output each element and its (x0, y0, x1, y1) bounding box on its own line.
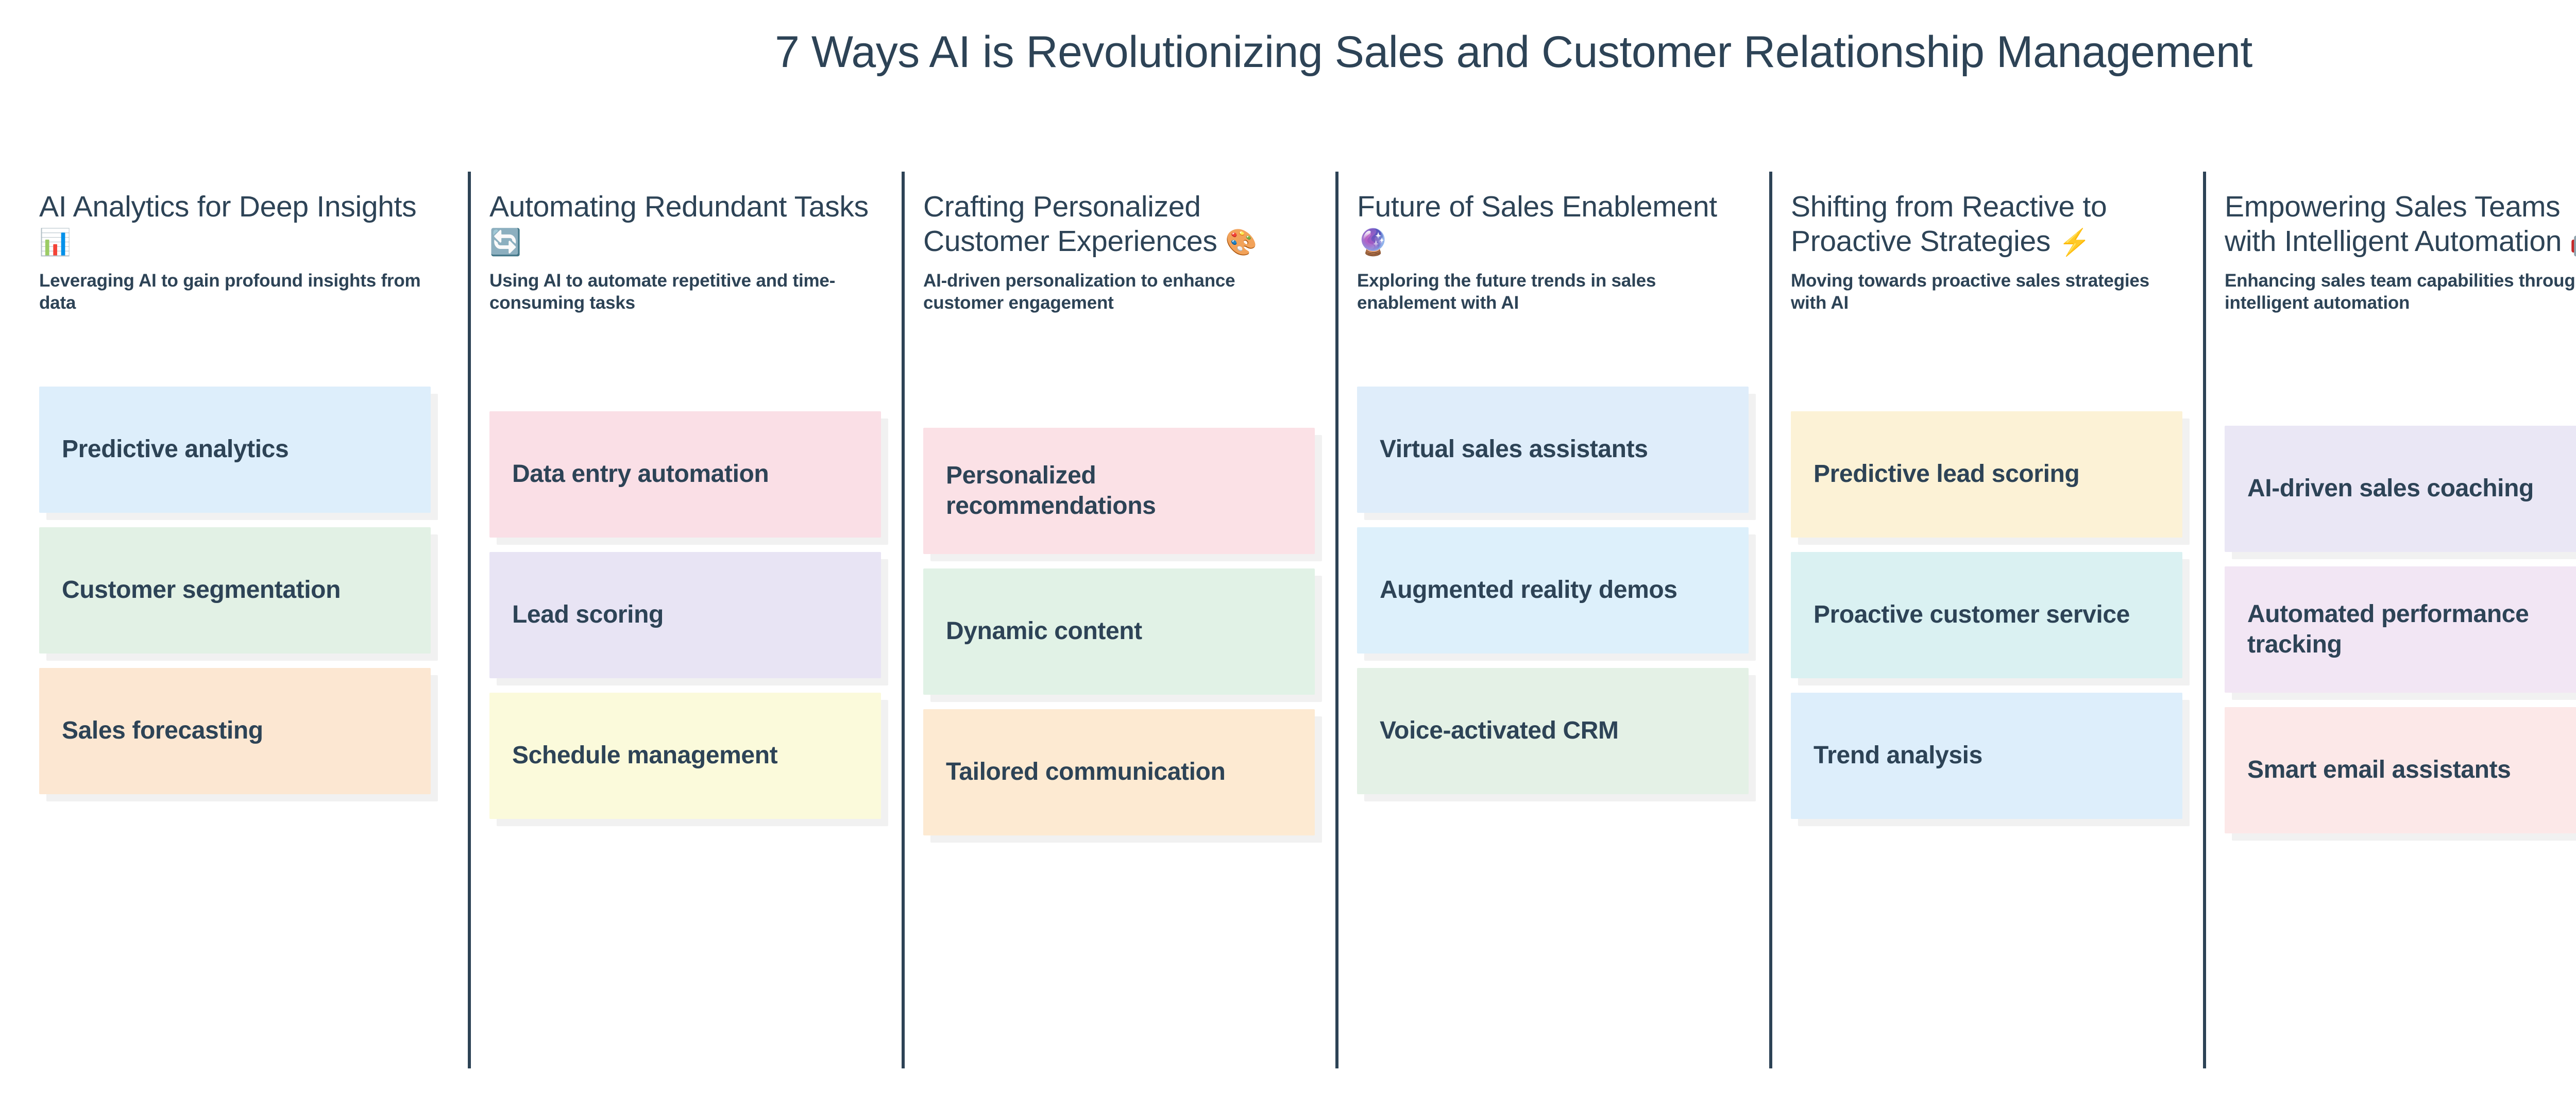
card-item[interactable]: Lead scoring (489, 552, 881, 678)
bar-chart-icon: 📊 (39, 228, 71, 257)
column-title-text: Automating Redundant Tasks (489, 190, 869, 223)
card-label: Augmented reality demos (1380, 576, 1677, 604)
column-header: AI Analytics for Deep Insights 📊 Leverag… (39, 172, 447, 375)
column-header: Crafting Personalized Customer Experienc… (923, 172, 1315, 375)
card-item[interactable]: Personalized recommendations (923, 428, 1315, 554)
column-title: Automating Redundant Tasks 🔄 (489, 172, 881, 259)
refresh-cycle-icon: 🔄 (489, 228, 521, 257)
card-item[interactable]: Augmented reality demos (1357, 527, 1749, 654)
card-label: Tailored communication (946, 758, 1226, 786)
column-empowering-sales-teams: Empowering Sales Teams with Intelligent … (2203, 172, 2576, 1068)
card-list: Predictive analytics Customer segmentati… (39, 387, 447, 809)
column-title: Empowering Sales Teams with Intelligent … (2225, 172, 2576, 259)
card-label: Virtual sales assistants (1380, 436, 1648, 463)
card-item[interactable]: Customer segmentation (39, 527, 431, 654)
column-header: Empowering Sales Teams with Intelligent … (2225, 172, 2576, 375)
card-label: Smart email assistants (2247, 756, 2511, 784)
card-label: Trend analysis (1814, 742, 1982, 769)
card-list: Virtual sales assistants Augmented reali… (1357, 387, 1749, 809)
column-title: Shifting from Reactive to Proactive Stra… (1791, 172, 2182, 259)
card-list: Data entry automation Lead scoring Sched… (489, 411, 881, 833)
card-item[interactable]: Smart email assistants (2225, 707, 2576, 833)
card-list: Predictive lead scoring Proactive custom… (1791, 411, 2182, 833)
card-item[interactable]: Dynamic content (923, 568, 1315, 695)
card-item[interactable]: Proactive customer service (1791, 552, 2182, 678)
card-item[interactable]: Automated performance tracking (2225, 566, 2576, 693)
card-label: AI-driven sales coaching (2247, 475, 2534, 503)
column-ai-analytics: AI Analytics for Deep Insights 📊 Leverag… (39, 172, 468, 1068)
column-subtitle: Leveraging AI to gain profound insights … (39, 270, 421, 313)
card-item[interactable]: Virtual sales assistants (1357, 387, 1749, 513)
column-subtitle: Enhancing sales team capabilities throug… (2225, 270, 2576, 313)
column-subtitle: Using AI to automate repetitive and time… (489, 270, 836, 313)
card-item[interactable]: Trend analysis (1791, 693, 2182, 819)
column-title: AI Analytics for Deep Insights 📊 (39, 172, 431, 259)
card-label: Lead scoring (512, 601, 664, 629)
column-header: Shifting from Reactive to Proactive Stra… (1791, 172, 2182, 375)
card-label: Automated performance tracking (2247, 600, 2529, 658)
card-label: Schedule management (512, 742, 778, 769)
column-title-text: Empowering Sales Teams with Intelligent … (2225, 190, 2562, 258)
column-proactive-strategies: Shifting from Reactive to Proactive Stra… (1769, 172, 2203, 1068)
card-item[interactable]: Predictive analytics (39, 387, 431, 513)
crystal-ball-icon: 🔮 (1357, 228, 1389, 257)
card-item[interactable]: Sales forecasting (39, 668, 431, 794)
column-title-text: Future of Sales Enablement (1357, 190, 1717, 223)
column-header: Automating Redundant Tasks 🔄 Using AI to… (489, 172, 881, 375)
card-label: Personalized recommendations (946, 461, 1156, 520)
card-label: Predictive lead scoring (1814, 460, 2080, 488)
column-subtitle: Exploring the future trends in sales ena… (1357, 270, 1656, 313)
card-item[interactable]: Predictive lead scoring (1791, 411, 2182, 538)
column-title-text: AI Analytics for Deep Insights (39, 190, 417, 223)
column-title: Future of Sales Enablement 🔮 (1357, 172, 1749, 259)
robot-icon: 🤖 (2570, 228, 2576, 257)
column-title-text: Shifting from Reactive to Proactive Stra… (1791, 190, 2107, 258)
card-label: Predictive analytics (62, 436, 289, 463)
card-item[interactable]: Voice-activated CRM (1357, 668, 1749, 794)
card-label: Sales forecasting (62, 717, 263, 745)
column-personalized-experiences: Crafting Personalized Customer Experienc… (902, 172, 1335, 1068)
column-subtitle: AI-driven personalization to enhance cus… (923, 270, 1235, 313)
card-item[interactable]: Data entry automation (489, 411, 881, 538)
column-header: Future of Sales Enablement 🔮 Exploring t… (1357, 172, 1749, 375)
column-title-text: Crafting Personalized Customer Experienc… (923, 190, 1217, 258)
card-item[interactable]: Schedule management (489, 693, 881, 819)
column-title: Crafting Personalized Customer Experienc… (923, 172, 1315, 259)
card-list: AI-driven sales coaching Automated perfo… (2225, 426, 2576, 848)
card-item[interactable]: Tailored communication (923, 709, 1315, 835)
card-label: Proactive customer service (1814, 601, 2130, 629)
column-automating-tasks: Automating Redundant Tasks 🔄 Using AI to… (468, 172, 902, 1068)
card-label: Dynamic content (946, 617, 1142, 645)
card-list: Personalized recommendations Dynamic con… (923, 428, 1315, 850)
column-subtitle: Moving towards proactive sales strategie… (1791, 270, 2149, 313)
column-future-sales-enablement: Future of Sales Enablement 🔮 Exploring t… (1335, 172, 1769, 1068)
card-label: Data entry automation (512, 460, 769, 488)
card-label: Voice-activated CRM (1380, 717, 1619, 745)
lightning-bolt-icon: ⚡ (2058, 228, 2091, 257)
card-item[interactable]: AI-driven sales coaching (2225, 426, 2576, 552)
artist-palette-icon: 🎨 (1225, 228, 1258, 257)
card-label: Customer segmentation (62, 576, 341, 604)
page-title: 7 Ways AI is Revolutionizing Sales and C… (775, 27, 2252, 77)
columns-container: AI Analytics for Deep Insights 📊 Leverag… (39, 172, 2576, 1068)
